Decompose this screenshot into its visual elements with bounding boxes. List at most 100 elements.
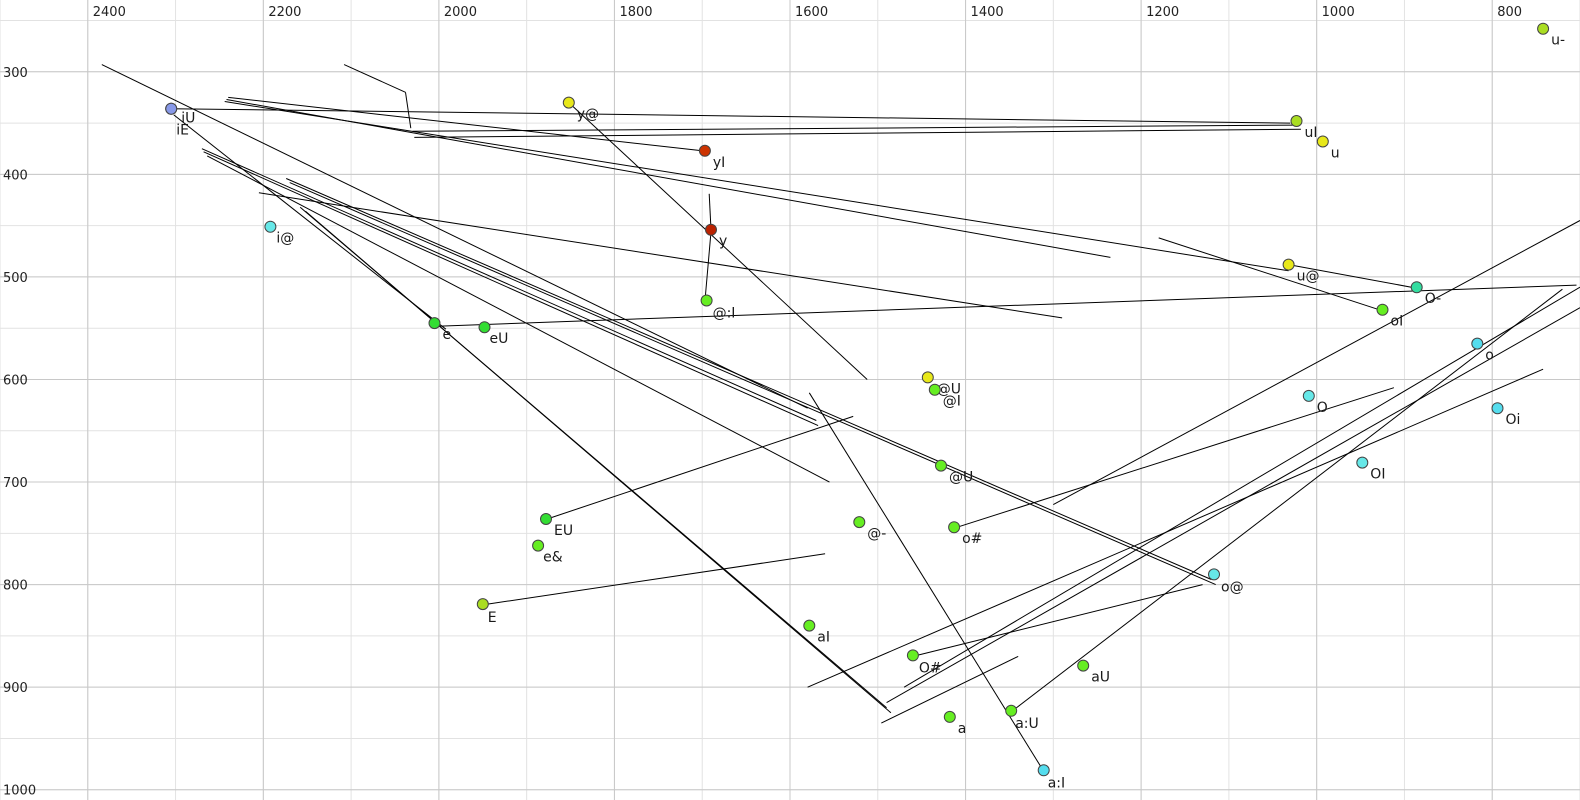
vowel-point[interactable]: aU <box>1077 659 1110 686</box>
vowel-point[interactable]: @- <box>853 516 887 543</box>
y-axis-tick-label: 800 <box>3 579 28 594</box>
trajectory-line <box>286 178 1212 580</box>
vowel-point[interactable]: O <box>1302 389 1328 416</box>
trajectory-line <box>412 124 1297 132</box>
vowel-point[interactable]: OI <box>1356 456 1386 483</box>
vowel-point-marker[interactable] <box>853 516 866 529</box>
vowel-point-label: e <box>443 327 452 343</box>
vowel-point-label: @- <box>867 526 886 542</box>
vowel-point-marker[interactable] <box>478 321 491 334</box>
trajectory-line <box>206 155 830 483</box>
vowel-point-marker[interactable] <box>165 102 178 115</box>
vowel-point-marker[interactable] <box>1491 402 1504 415</box>
vowel-point-marker[interactable] <box>428 317 441 330</box>
vowel-point[interactable]: e& <box>532 539 563 566</box>
vowel-point[interactable]: iE <box>165 102 189 139</box>
y-axis-tick-label: 400 <box>3 168 28 183</box>
vowel-point-marker[interactable] <box>264 220 277 233</box>
vowel-point[interactable]: o# <box>948 521 983 548</box>
vowel-point[interactable]: @U <box>935 459 974 486</box>
vowel-point-marker[interactable] <box>948 521 961 534</box>
vowel-point-marker[interactable] <box>698 144 711 157</box>
vowel-point-marker[interactable] <box>803 619 816 632</box>
vowel-point-label: O <box>1317 400 1328 416</box>
x-axis-tick-label: 1800 <box>619 5 652 20</box>
trajectory-line <box>480 553 826 606</box>
vowel-point-label: O- <box>1425 291 1441 307</box>
vowel-point[interactable]: a:I <box>1037 764 1065 792</box>
vowel-point[interactable]: e <box>428 317 452 344</box>
trajectory-line <box>704 231 712 302</box>
vowel-point[interactable]: i@ <box>264 220 294 247</box>
vowel-point[interactable]: oI <box>1376 303 1403 330</box>
vowel-point[interactable]: u <box>1316 135 1340 162</box>
trajectory-line <box>903 286 1580 688</box>
vowel-point-marker[interactable] <box>1537 22 1550 35</box>
vowel-point-marker[interactable] <box>1282 258 1295 271</box>
vowel-point[interactable]: @I <box>928 383 961 410</box>
vowel-point-marker[interactable] <box>1376 303 1389 316</box>
x-axis-tick-label: 1400 <box>971 5 1004 20</box>
x-axis-tick-label: 2000 <box>444 5 477 20</box>
vowel-point[interactable]: eU <box>478 321 508 348</box>
vowel-point[interactable]: Oi <box>1491 402 1520 429</box>
vowel-point-marker[interactable] <box>1037 764 1050 777</box>
vowel-point[interactable]: aI <box>803 619 830 646</box>
trajectory-line <box>101 64 808 409</box>
vowel-point[interactable]: y <box>705 223 728 250</box>
vowel-point-marker[interactable] <box>1410 281 1423 294</box>
vowel-point-label: @U <box>949 470 973 486</box>
vowel-point[interactable]: E <box>476 598 497 627</box>
y-axis-tick-label: 700 <box>3 476 28 491</box>
trajectory-line <box>201 148 817 421</box>
vowel-point[interactable]: yI <box>698 144 725 171</box>
vowel-point-marker[interactable] <box>1290 115 1303 127</box>
vowel-point[interactable]: @:I <box>700 294 735 322</box>
vowel-point-marker[interactable] <box>906 649 919 662</box>
trajectory-line <box>305 210 892 714</box>
vowel-point-marker[interactable] <box>700 294 713 307</box>
x-axis-tick-label: 1200 <box>1146 5 1179 20</box>
vowel-point-label: iU <box>181 111 195 127</box>
vowel-point-marker[interactable] <box>921 371 934 384</box>
y-axis-tick-label: 900 <box>3 681 28 696</box>
vowel-point[interactable]: o <box>1471 337 1494 364</box>
vowel-point[interactable]: @U <box>921 371 961 398</box>
vowel-point-label: i@ <box>276 231 294 247</box>
trajectory-line <box>414 128 1301 138</box>
trajectory-line <box>1158 237 1383 312</box>
vowel-point[interactable]: a <box>943 710 966 737</box>
x-axis-tick-label: 800 <box>1497 5 1522 20</box>
vowel-point[interactable]: O# <box>906 649 942 677</box>
vowel-point[interactable]: y@ <box>562 96 599 123</box>
vowel-point-marker[interactable] <box>562 96 575 109</box>
vowel-point-marker[interactable] <box>943 710 956 723</box>
vowel-point-marker[interactable] <box>1208 568 1220 581</box>
vowel-point[interactable]: uI <box>1290 115 1318 142</box>
vowel-point[interactable]: u@ <box>1282 258 1319 285</box>
trajectory-line <box>912 584 1203 657</box>
vowel-point[interactable]: o@ <box>1208 568 1244 596</box>
trajectory-line <box>405 92 412 129</box>
vowel-point[interactable]: EU <box>540 513 574 540</box>
vowel-point-marker[interactable] <box>1471 337 1484 350</box>
vowel-point-marker[interactable] <box>532 539 545 552</box>
vowel-point[interactable]: a:U <box>1005 704 1039 732</box>
vowel-point[interactable]: O- <box>1410 281 1441 308</box>
vowel-point-marker[interactable] <box>1356 456 1369 469</box>
vowel-point-marker[interactable] <box>928 383 941 396</box>
vowel-point-label: y <box>719 234 727 250</box>
vowel-point-marker[interactable] <box>476 598 489 611</box>
vowel-point-marker[interactable] <box>540 513 552 525</box>
vowel-point-label: o <box>1485 348 1494 364</box>
vowel-point-marker[interactable] <box>1302 389 1315 402</box>
vowel-point-marker[interactable] <box>1316 135 1329 148</box>
vowel-point-marker[interactable] <box>1005 704 1018 717</box>
vowel-point-marker[interactable] <box>705 223 717 236</box>
vowel-point[interactable]: u- <box>1537 22 1565 49</box>
vowel-point-marker[interactable] <box>935 459 947 472</box>
vowel-point-marker[interactable] <box>1077 659 1090 672</box>
